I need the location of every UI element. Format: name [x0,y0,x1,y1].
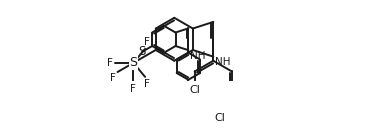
Text: NH: NH [215,57,230,67]
Text: S: S [129,56,137,69]
Text: Cl: Cl [189,85,200,95]
Text: NH: NH [190,51,205,61]
Text: F: F [144,79,150,89]
Text: F: F [110,73,115,83]
Text: F: F [144,37,150,47]
Text: F: F [107,58,113,68]
Text: F: F [130,84,136,94]
Text: S: S [138,45,145,58]
Text: Cl: Cl [214,113,225,123]
